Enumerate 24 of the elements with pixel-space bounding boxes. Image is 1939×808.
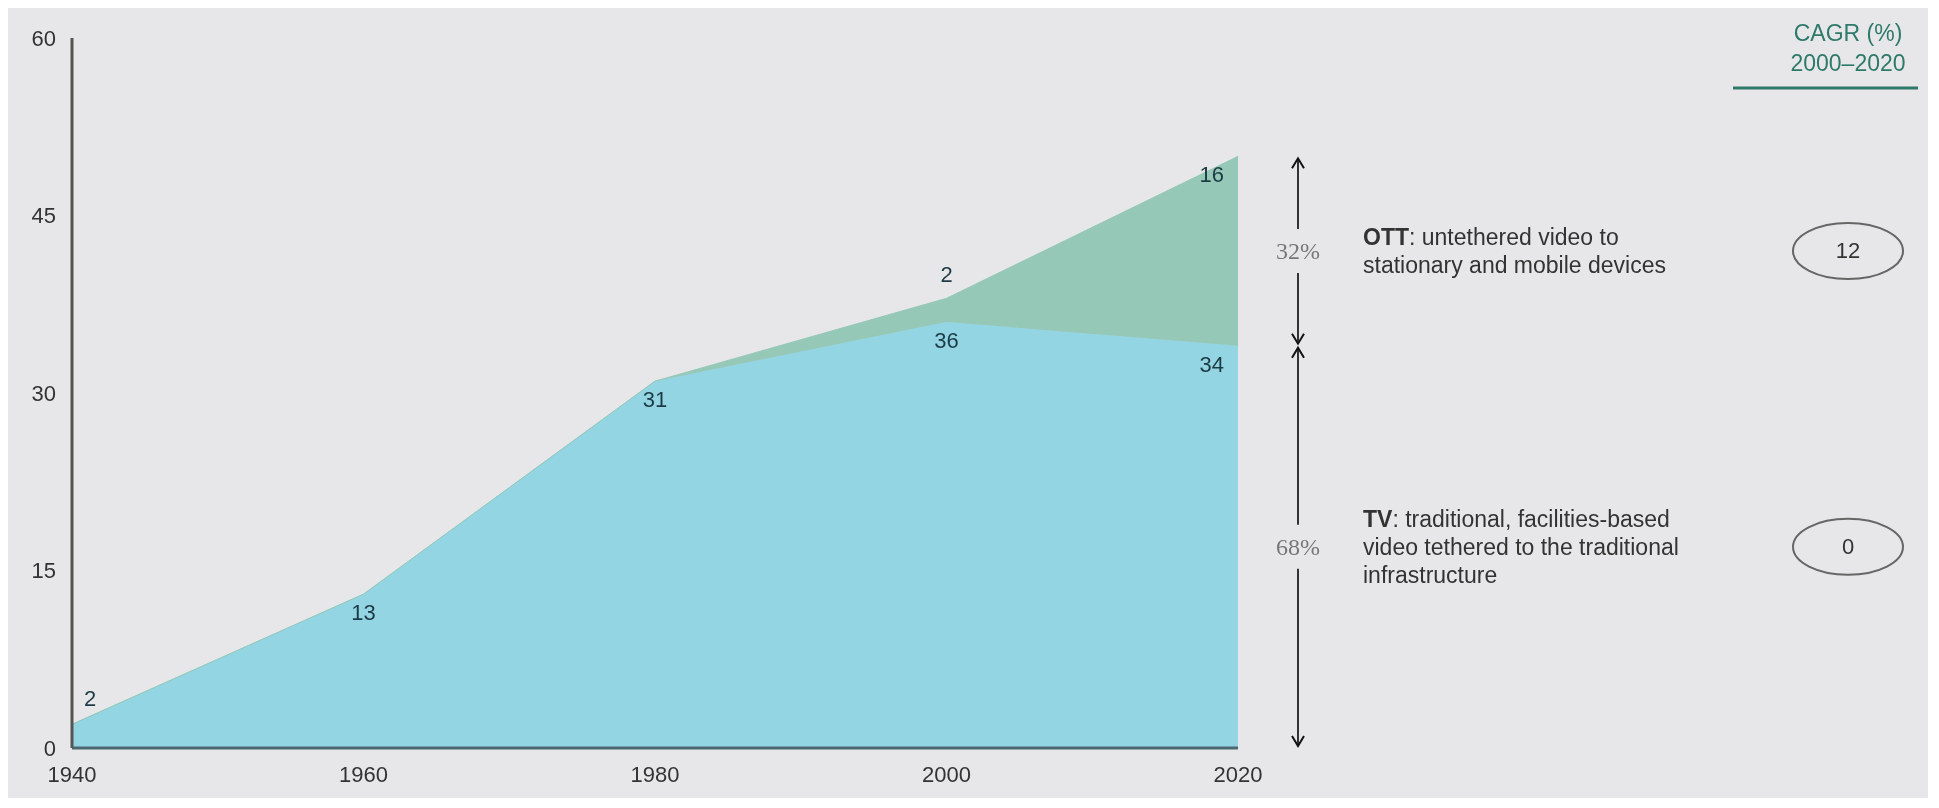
data-label: 2 xyxy=(940,262,953,288)
data-label: 34 xyxy=(1199,351,1224,377)
x-tick-label: 1940 xyxy=(47,761,97,787)
x-tick-label: 1960 xyxy=(339,761,388,787)
x-tick-label: 1980 xyxy=(630,761,680,787)
text: 12 xyxy=(1834,237,1862,265)
y-tick-label: 0 xyxy=(43,735,56,761)
data-label: 36 xyxy=(934,328,959,353)
y-tick-label: 60 xyxy=(31,25,56,51)
data-label: 2 xyxy=(84,686,97,712)
data-label: 16 xyxy=(1199,162,1224,188)
x-tick-label: 2020 xyxy=(1213,761,1263,787)
text: 32% xyxy=(1276,238,1320,264)
y-tick-label: 15 xyxy=(31,558,56,584)
y-tick-label: 30 xyxy=(31,380,56,406)
x-tick-label: 2000 xyxy=(922,761,971,787)
y-tick-label: 45 xyxy=(31,203,56,229)
text: 0 xyxy=(1840,532,1856,561)
text: CAGR (%) 2000–2020 xyxy=(1789,19,1907,78)
text: TV: traditional, facilities-based video tethered to the traditional infrastructure xyxy=(1363,505,1679,588)
text: 68% xyxy=(1276,533,1320,560)
data-label: 31 xyxy=(642,387,668,413)
data-label: 13 xyxy=(351,600,376,626)
text: OTT: untethered video to stationary and mobile devices xyxy=(1363,224,1666,278)
